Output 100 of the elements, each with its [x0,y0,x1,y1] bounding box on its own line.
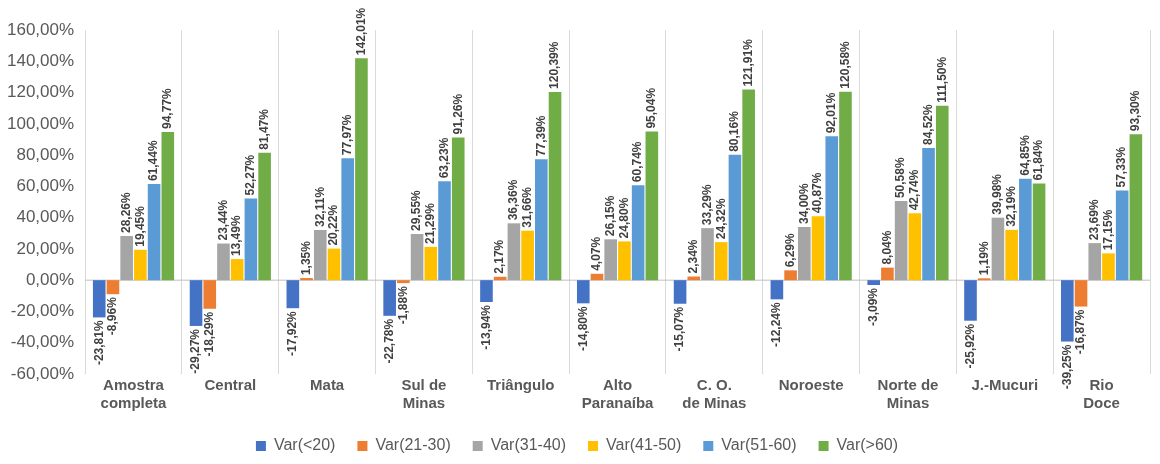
legend-label: Var(<20) [273,436,336,454]
data-label: -12,24% [769,302,784,348]
data-label: 61,44% [146,140,161,182]
data-label: 84,52% [920,103,935,146]
bar [784,270,797,281]
data-label: 120,39% [547,41,562,89]
legend-label: Var(41-50) [606,436,682,454]
data-label: 31,66% [519,186,534,228]
bar [742,89,755,281]
data-label: 33,29% [699,184,714,226]
bar [189,280,203,326]
y-tick-label: 100,00% [6,113,75,133]
data-label: 94,77% [160,87,175,129]
bar [134,249,147,281]
bar [147,184,161,281]
bar [355,58,368,281]
bar [811,216,825,281]
data-label: 60,74% [630,141,645,183]
bar [770,280,784,300]
data-label: 28,26% [118,191,133,233]
bar [521,230,534,281]
data-label: 20,22% [326,204,341,246]
bar [1005,229,1018,281]
bar [244,198,258,281]
data-label: 64,85% [1017,134,1032,176]
bar [397,280,410,284]
data-label: -22,78% [381,318,396,364]
data-label: 80,16% [727,110,742,152]
bar [825,136,839,281]
y-tick-label: 0,00% [25,269,75,289]
data-label: 32,19% [1003,185,1018,227]
data-label: -17,92% [285,310,300,356]
bar [618,241,631,281]
data-label: 81,47% [256,108,271,150]
bar [1061,280,1074,342]
data-label: 23,69% [1087,199,1102,241]
data-label: 95,04% [644,87,659,129]
bar [203,280,217,309]
x-tick-label: Central [204,376,257,394]
data-label: 93,30% [1128,90,1143,132]
data-label: 34,00% [796,182,811,225]
data-label: 57,33% [1114,146,1129,188]
data-label: -18,29% [202,311,217,357]
bar [991,217,1005,281]
data-label: 1,19% [976,240,991,276]
bar [645,131,659,281]
bar [935,105,949,281]
bar [1074,280,1088,307]
bar [701,228,714,281]
bar [673,280,687,304]
y-tick-label: 60,00% [16,176,75,196]
data-label: -14,80% [575,306,590,352]
data-label: -16,87% [1073,309,1088,355]
bar [507,223,521,281]
x-tick-label: C. O. de Minas [682,376,747,412]
data-label: 61,84% [1031,139,1046,181]
bar [798,227,811,281]
bar [728,154,742,281]
data-label: 13,49% [229,215,244,257]
legend-label: Var(51-60) [721,436,797,454]
y-tick-label: 40,00% [16,207,75,227]
bar [604,239,618,281]
data-label: 92,01% [824,92,839,134]
y-tick-label: 120,00% [6,82,75,102]
y-tick-label: -60,00% [10,363,75,383]
data-label: 29,55% [409,189,424,231]
bar [535,159,548,281]
data-label: 17,15% [1100,209,1115,251]
legend-label: Var(31-40) [490,436,567,454]
x-tick-label: Rio Doce [1083,376,1120,412]
bar [1088,243,1102,281]
bar [258,152,271,281]
data-label: 36,36% [506,179,521,221]
x-tick-label: Triângulo [487,376,555,394]
bar [714,242,728,281]
bar [480,280,493,302]
data-label: 39,98% [990,173,1005,215]
data-label: 52,27% [243,154,258,196]
bar [576,280,590,304]
data-label: 8,04% [879,230,894,265]
bar [424,246,438,281]
bar [92,280,106,318]
data-label: 77,97% [340,114,355,156]
bar [451,137,465,281]
data-label: 32,11% [312,186,327,227]
bar [548,91,562,281]
x-tick-label: Norte de Minas [877,376,939,412]
bar [120,235,133,281]
bar [1129,134,1143,281]
bar [230,259,244,281]
bar [867,280,880,286]
bar [313,229,327,281]
y-tick-label: 140,00% [6,50,75,70]
data-label: 120,58% [837,40,852,89]
bar [161,132,175,281]
data-label: -39,25% [1059,344,1074,390]
data-label: 50,58% [893,157,908,199]
y-tick-label: -40,00% [10,332,75,352]
data-label: 26,15% [603,195,618,237]
y-tick-label: 80,00% [16,144,75,164]
